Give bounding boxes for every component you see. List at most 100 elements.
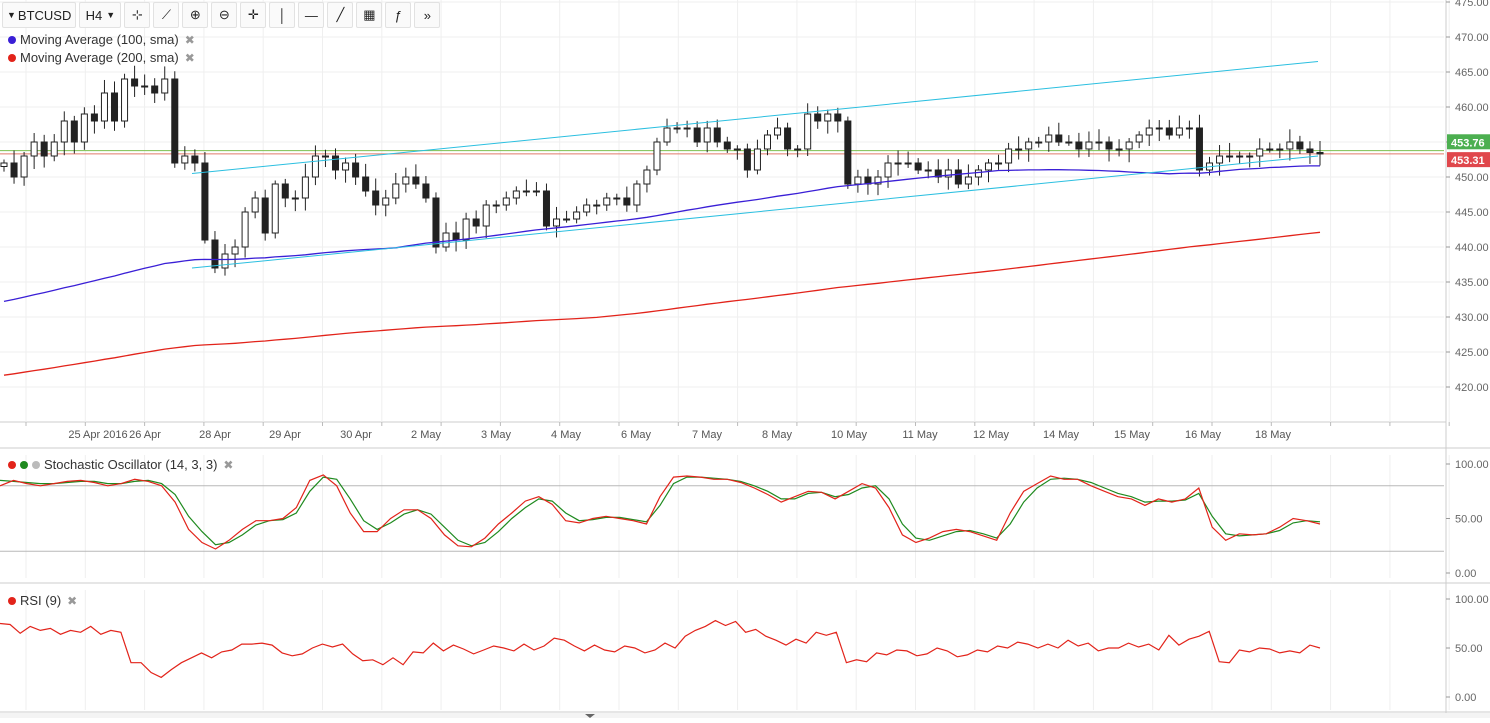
- candle: [623, 197, 631, 206]
- time-tick-label: 26 Apr: [129, 429, 161, 441]
- symbol-selector[interactable]: ▼ BTCUSD: [2, 2, 77, 28]
- time-tick-label: 14 May: [1043, 429, 1080, 441]
- candle: [1065, 141, 1073, 144]
- price-tick-label: 430.00: [1455, 312, 1489, 324]
- price-tick-label: 420.00: [1455, 382, 1489, 394]
- price-tick-label: 435.00: [1455, 277, 1489, 289]
- candle: [713, 127, 721, 143]
- candle: [80, 113, 88, 143]
- candle: [733, 148, 741, 151]
- cross-cursor-icon[interactable]: ✛: [240, 2, 267, 28]
- candle: [161, 78, 169, 94]
- stoch-d-dot: [20, 460, 28, 469]
- candle: [673, 127, 681, 130]
- stoch-k-line: [0, 474, 1321, 550]
- symbol-caret-icon: ▼: [7, 10, 16, 20]
- candle: [854, 176, 862, 185]
- candle: [352, 162, 360, 178]
- candle: [1045, 134, 1053, 143]
- candle: [1175, 127, 1183, 136]
- trend-line-icon[interactable]: ╱: [327, 2, 354, 28]
- price-tick-label: 470.00: [1455, 32, 1489, 44]
- candle: [593, 204, 601, 207]
- candle: [573, 211, 581, 220]
- candle: [512, 190, 520, 199]
- candle: [703, 127, 711, 143]
- ma100-color-dot: [8, 35, 16, 44]
- interval-selector[interactable]: H4 ▼: [79, 2, 122, 28]
- horizontal-line-icon[interactable]: —: [298, 2, 325, 28]
- candle: [1155, 127, 1163, 130]
- candle: [1135, 134, 1143, 143]
- candle: [1095, 141, 1103, 144]
- candle: [321, 155, 329, 158]
- fast-forward-icon[interactable]: »: [414, 2, 441, 28]
- price-label-green-tag: [1447, 134, 1490, 150]
- candle: [221, 253, 229, 269]
- candle: [1236, 155, 1244, 158]
- trend-chart-icon[interactable]: ⟋: [153, 2, 180, 28]
- ma200-line: [3, 231, 1321, 376]
- candle: [20, 155, 28, 178]
- candle: [1195, 127, 1203, 171]
- crosshair-icon[interactable]: ⊹: [124, 2, 151, 28]
- legend-stochastic: Stochastic Oscillator (14, 3, 3) ✖: [8, 457, 233, 472]
- candle: [774, 127, 782, 136]
- close-icon[interactable]: ✖: [184, 50, 195, 65]
- candle: [1055, 134, 1063, 143]
- ma100-line: [3, 165, 1320, 303]
- candle: [914, 162, 922, 171]
- candle: [482, 204, 490, 227]
- time-tick-label: 6 May: [621, 429, 651, 441]
- candle: [553, 218, 561, 227]
- candle: [291, 197, 299, 200]
- candle: [934, 169, 942, 178]
- candle: [492, 204, 500, 207]
- channel-lower-line: [191, 155, 1319, 269]
- candle: [392, 183, 400, 199]
- candle: [954, 169, 962, 185]
- candle: [131, 78, 139, 87]
- time-tick-label: 12 May: [973, 429, 1010, 441]
- candle: [542, 190, 550, 227]
- candle: [844, 120, 852, 185]
- candle: [663, 127, 671, 143]
- candle: [1165, 127, 1173, 136]
- candle: [151, 85, 159, 94]
- candle: [70, 120, 78, 143]
- candle: [874, 176, 882, 185]
- zoom-in-icon[interactable]: ⊕: [182, 2, 209, 28]
- candle: [30, 141, 38, 157]
- candle: [522, 190, 530, 193]
- candle: [984, 162, 993, 171]
- price-tick-label: 450.00: [1455, 172, 1489, 184]
- candle: [693, 127, 701, 143]
- candle: [643, 169, 651, 185]
- time-tick-label: 25 Apr 2016: [68, 429, 127, 441]
- price-label-green-text: 453.76: [1451, 137, 1485, 149]
- candle: [1085, 141, 1093, 150]
- candle: [532, 190, 540, 193]
- scroll-handle-icon: [585, 714, 595, 718]
- candle: [804, 113, 812, 150]
- close-icon[interactable]: ✖: [184, 32, 195, 47]
- zoom-out-icon[interactable]: ⊖: [211, 2, 238, 28]
- close-icon[interactable]: ✖: [223, 457, 234, 472]
- candle: [60, 120, 68, 143]
- candle: [603, 197, 611, 206]
- candle: [402, 176, 410, 185]
- fibonacci-icon[interactable]: ▦: [356, 2, 383, 28]
- candle: [763, 134, 771, 150]
- candle: [723, 141, 731, 150]
- rsi-tick-label: 50.00: [1455, 643, 1483, 655]
- vertical-line-icon[interactable]: │: [269, 2, 296, 28]
- function-icon[interactable]: ƒ: [385, 2, 412, 28]
- close-icon[interactable]: ✖: [67, 593, 78, 608]
- candle: [1316, 152, 1324, 155]
- candle: [462, 218, 470, 241]
- channel-upper-line: [191, 61, 1319, 174]
- price-tick-label: 465.00: [1455, 67, 1489, 79]
- price-tick-label: 475.00: [1455, 0, 1489, 9]
